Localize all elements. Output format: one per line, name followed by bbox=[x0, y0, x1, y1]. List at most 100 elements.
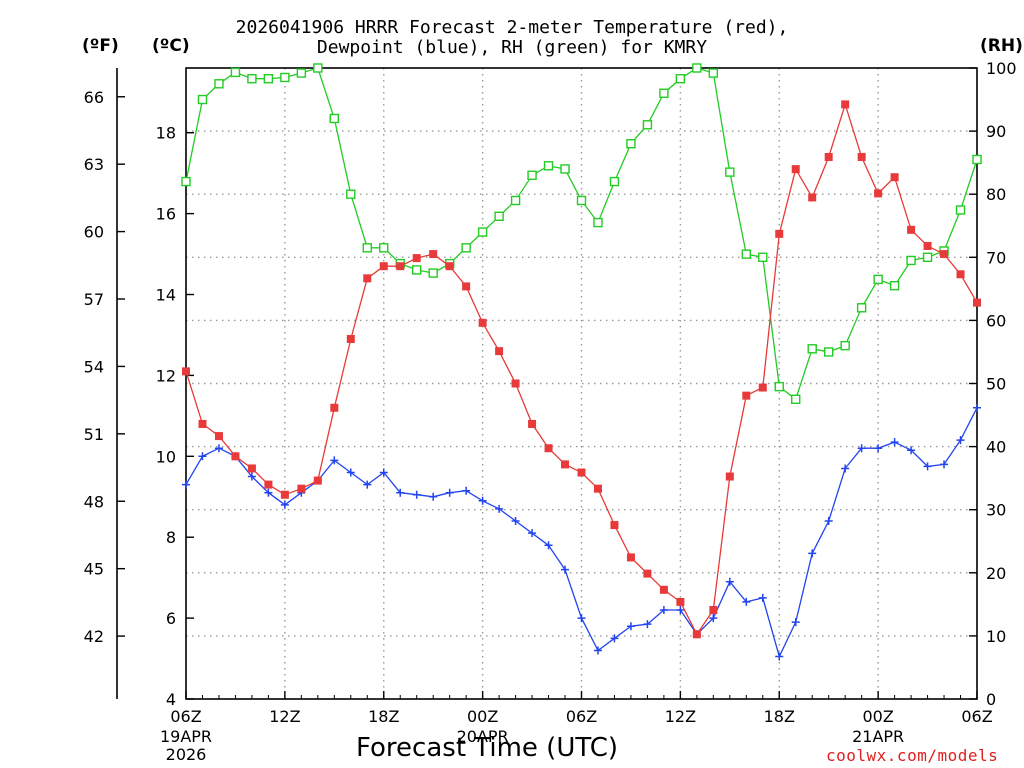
fahrenheit-tick-label: 63 bbox=[84, 155, 104, 174]
temperature-point bbox=[676, 597, 685, 606]
celsius-tick-label: 6 bbox=[166, 609, 176, 628]
rh-point bbox=[329, 113, 340, 124]
dewpoint-point bbox=[264, 488, 273, 497]
dewpoint-point bbox=[676, 606, 685, 615]
dewpoint-point bbox=[495, 504, 504, 513]
temperature-point bbox=[808, 193, 817, 202]
rh-point bbox=[889, 280, 900, 291]
dewpoint-point bbox=[742, 597, 751, 606]
rh-point bbox=[840, 340, 850, 351]
x-tick-label: 00Z bbox=[467, 707, 498, 726]
rh-point bbox=[758, 252, 768, 263]
rh-point bbox=[181, 176, 191, 187]
dewpoint-point bbox=[973, 403, 981, 412]
rh-point bbox=[362, 243, 372, 253]
dewpoint-point bbox=[412, 490, 421, 499]
rh-point bbox=[675, 74, 686, 84]
celsius-axis-unit: (ºC) bbox=[152, 36, 190, 56]
temperature-point bbox=[973, 298, 981, 307]
rh-point bbox=[560, 164, 570, 174]
dewpoint-point bbox=[363, 480, 372, 489]
celsius-tick-label: 18 bbox=[156, 124, 176, 143]
temperature-point bbox=[445, 262, 454, 271]
fahrenheit-tick-label: 45 bbox=[84, 560, 104, 579]
dewpoint-point bbox=[643, 620, 652, 629]
rh-point bbox=[873, 274, 883, 285]
rh-point bbox=[247, 74, 257, 84]
temperature-point bbox=[775, 229, 784, 238]
fahrenheit-tick-label: 57 bbox=[84, 290, 104, 309]
rh-point bbox=[708, 68, 719, 78]
rh-tick-label: 90 bbox=[986, 122, 1006, 141]
temperature-point bbox=[725, 472, 734, 481]
fahrenheit-tick-label: 48 bbox=[84, 492, 104, 511]
temperature-point bbox=[610, 521, 619, 530]
fahrenheit-tick-label: 66 bbox=[84, 88, 104, 107]
dewpoint-point bbox=[758, 593, 767, 602]
dewpoint-point bbox=[396, 488, 405, 497]
rh-point bbox=[214, 79, 224, 89]
x-tick-label: 00Z bbox=[862, 707, 893, 726]
rh-tick-label: 30 bbox=[986, 501, 1006, 520]
x-tick-sublabel: 21APR bbox=[852, 727, 904, 746]
temperature-point bbox=[231, 452, 240, 461]
dewpoint-point bbox=[890, 438, 899, 447]
temperature-point bbox=[577, 468, 586, 477]
fahrenheit-tick-label: 42 bbox=[84, 627, 104, 646]
dewpoint-point bbox=[593, 646, 602, 655]
rh-point bbox=[593, 217, 603, 228]
celsius-tick-label: 16 bbox=[156, 205, 176, 224]
dewpoint-point bbox=[544, 541, 553, 550]
dewpoint-point bbox=[346, 468, 355, 477]
dewpoint-point bbox=[445, 488, 454, 497]
x-tick-label: 06Z bbox=[566, 707, 597, 726]
rh-point bbox=[741, 249, 751, 259]
rh-point bbox=[230, 67, 241, 78]
temperature-point bbox=[214, 432, 223, 441]
credit-text: coolwx.com/models bbox=[826, 746, 999, 765]
celsius-tick-label: 14 bbox=[156, 286, 176, 305]
temperature-point bbox=[956, 270, 965, 279]
celsius-tick-label: 4 bbox=[166, 690, 176, 709]
temperature-point bbox=[544, 444, 553, 453]
rh-point bbox=[791, 394, 801, 404]
dewpoint-point bbox=[874, 444, 883, 453]
temperature-point bbox=[478, 318, 487, 327]
series-temperature bbox=[182, 100, 981, 639]
temperature-point bbox=[742, 391, 751, 400]
x-tick-label: 18Z bbox=[368, 707, 399, 726]
rh-point bbox=[461, 243, 471, 253]
chart-title-line-2: Dewpoint (blue), RH (green) for KMRY bbox=[316, 37, 708, 58]
temperature-point bbox=[363, 274, 372, 283]
dewpoint-point bbox=[841, 464, 850, 473]
temperature-point bbox=[495, 347, 504, 356]
temperature-point bbox=[429, 250, 438, 259]
temperature-point bbox=[396, 262, 405, 271]
rh-point bbox=[296, 68, 307, 78]
dewpoint-point bbox=[857, 444, 866, 453]
temperature-point bbox=[198, 419, 207, 428]
celsius-tick-label: 12 bbox=[156, 366, 176, 385]
rh-point bbox=[412, 265, 422, 275]
temperature-point bbox=[709, 606, 718, 615]
x-tick-label: 06Z bbox=[170, 707, 201, 726]
dewpoint-point bbox=[725, 577, 734, 586]
temperature-point bbox=[890, 173, 899, 182]
x-tick-sublabel: 2026 bbox=[166, 745, 207, 764]
dewpoint-point bbox=[511, 517, 520, 526]
rh-point bbox=[379, 243, 389, 253]
rh-point bbox=[823, 347, 834, 357]
temperature-point bbox=[511, 379, 520, 388]
rh-tick-label: 20 bbox=[986, 564, 1006, 583]
rh-point bbox=[626, 139, 636, 149]
dewpoint-point bbox=[429, 492, 438, 501]
temperature-point bbox=[264, 480, 273, 489]
x-tick-sublabel: 19APR bbox=[160, 727, 212, 746]
dewpoint-point bbox=[775, 652, 784, 661]
temperature-point bbox=[857, 152, 866, 161]
temperature-point bbox=[247, 464, 256, 473]
rh-tick-label: 0 bbox=[986, 690, 996, 709]
x-axis-title: Forecast Time (UTC) bbox=[356, 733, 619, 763]
x-tick-label: 06Z bbox=[961, 707, 992, 726]
dewpoint-point bbox=[561, 565, 570, 574]
